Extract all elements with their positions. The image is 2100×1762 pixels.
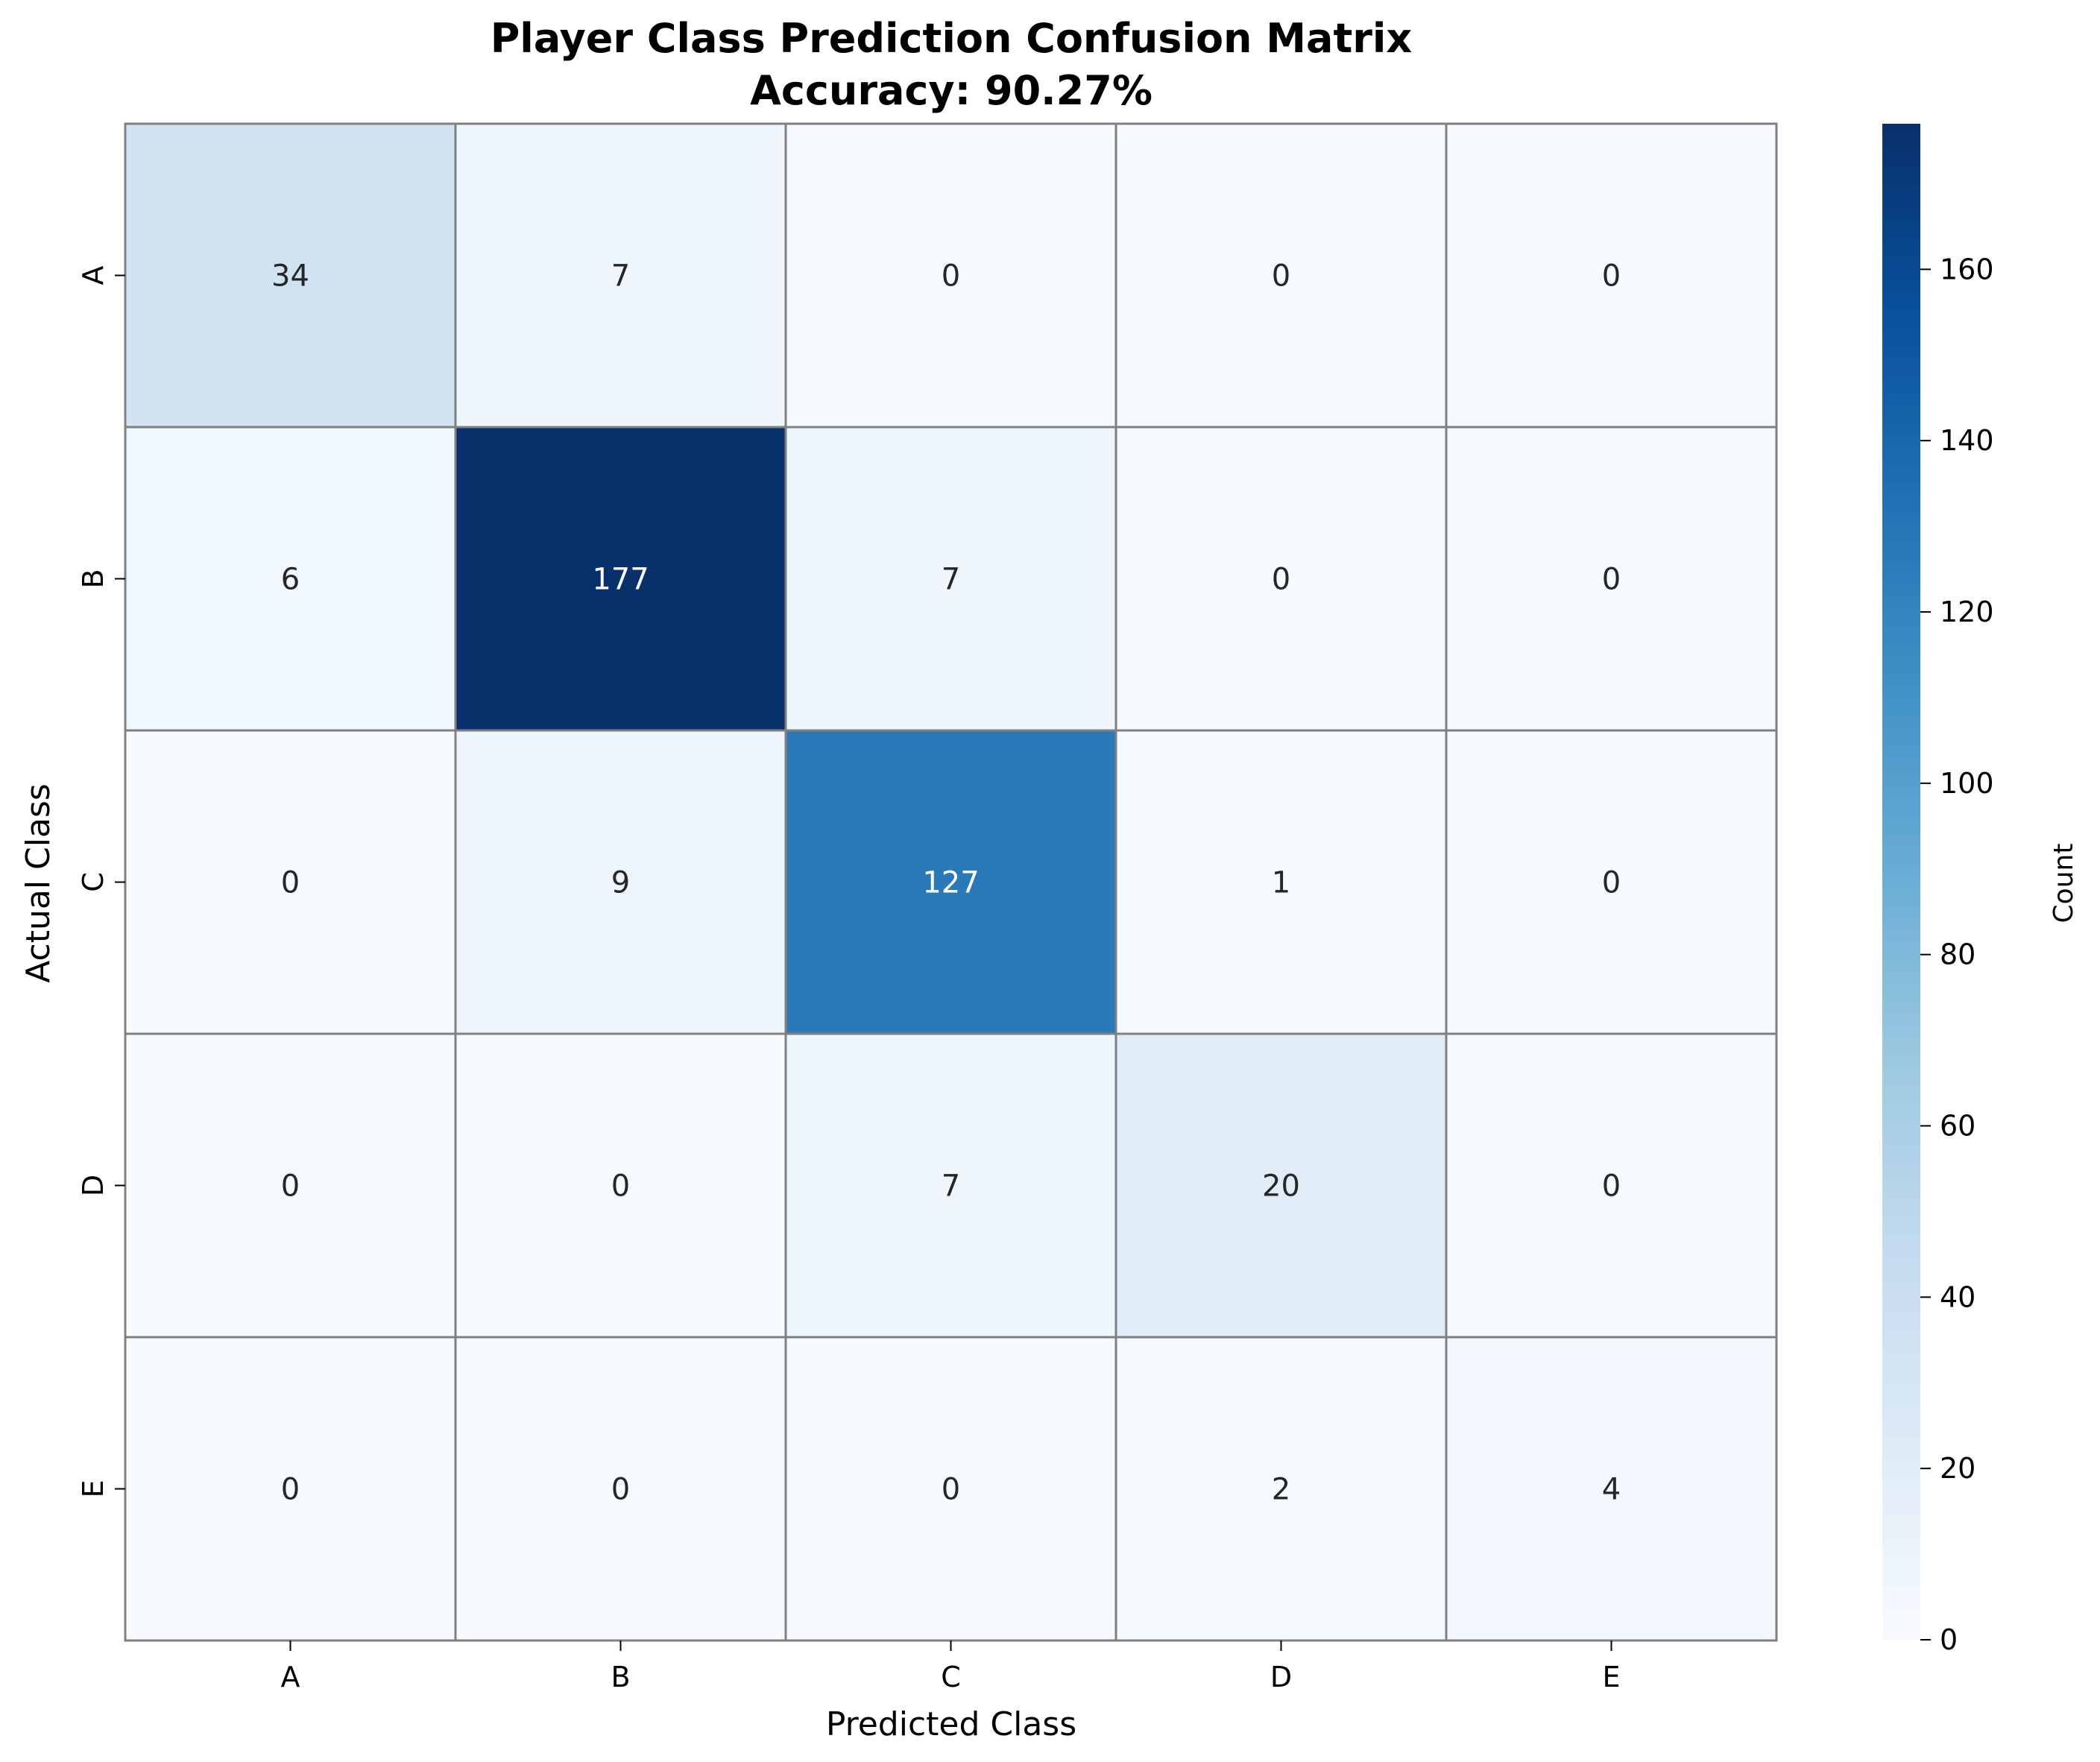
cell-value-label: 177 (592, 563, 649, 597)
heatmap-cell (124, 426, 457, 732)
heatmap-cell (1445, 426, 1778, 732)
cell-value-label: 0 (942, 1473, 960, 1507)
cell-value-label: 0 (1602, 866, 1621, 900)
cell-value-label: 0 (942, 259, 960, 294)
y-tick-label: D (77, 1175, 110, 1196)
heatmap-cell (1445, 729, 1778, 1035)
colorbar-tick-label: 80 (1940, 938, 1976, 971)
heatmap-cell (784, 1032, 1117, 1339)
cell-value-label: 4 (1602, 1473, 1621, 1507)
heatmap-cells: 34 7 0 0 0 6 177 7 0 0 0 9 127 1 0 0 0 7 20 0 0 0 0 2 4 (124, 122, 1778, 1642)
heatmap-cell (454, 729, 787, 1035)
x-tick-label: B (611, 1661, 630, 1693)
y-tick-label: A (77, 266, 110, 285)
y-tick-label: C (77, 872, 110, 892)
cell-value-label: 0 (281, 1169, 300, 1204)
colorbar-tick-label: 20 (1940, 1452, 1976, 1485)
y-axis-label: Actual Class (19, 783, 57, 983)
heatmap-cell (1445, 122, 1778, 429)
cell-value-label: 20 (1262, 1169, 1300, 1204)
heatmap-cell (1445, 1336, 1778, 1642)
heatmap-cell (1114, 122, 1448, 429)
colorbar-tick-label: 60 (1940, 1110, 1976, 1143)
cell-value-label: 34 (271, 259, 309, 294)
heatmap-cell (124, 122, 457, 429)
heatmap-cell (1114, 729, 1448, 1035)
colorbar-tick-label: 160 (1940, 253, 1994, 285)
heatmap-cell (1114, 1032, 1448, 1339)
cell-value-label: 0 (611, 1473, 630, 1507)
chart-title-line1: Player Class Prediction Confusion Matrix (491, 15, 1413, 62)
colorbar-tick-label: 40 (1940, 1281, 1976, 1313)
heatmap-cell (454, 1032, 787, 1339)
y-tick-label: E (77, 1480, 110, 1497)
heatmap-cell (454, 1336, 787, 1642)
cell-value-label: 0 (1602, 259, 1621, 294)
cell-value-label: 0 (1272, 563, 1290, 597)
cell-value-label: 0 (1272, 259, 1290, 294)
cell-value-label: 7 (942, 1169, 960, 1204)
colorbar-tick-label: 140 (1940, 424, 1994, 457)
colorbar-ticks: 0 20 40 60 80 100 120 140 160 (1920, 253, 1994, 1656)
x-tick-label: C (941, 1661, 961, 1693)
heatmap-cell (784, 122, 1117, 429)
cell-value-label: 0 (281, 1473, 300, 1507)
cell-value-label: 1 (1272, 866, 1290, 900)
cell-value-label: 0 (611, 1169, 630, 1204)
cell-value-label: 7 (611, 259, 630, 294)
cell-value-label: 0 (281, 866, 300, 900)
x-tick-label: D (1270, 1661, 1292, 1693)
x-axis-label: Predicted Class (826, 1705, 1076, 1743)
x-tick-label: E (1602, 1661, 1620, 1693)
heatmap-cell (1445, 1032, 1778, 1339)
cell-value-label: 0 (1602, 1169, 1621, 1204)
y-axis-ticks: A B C D E (77, 266, 125, 1498)
heatmap-cell (454, 122, 787, 429)
heatmap-cell (784, 1336, 1117, 1642)
colorbar-tick-label: 0 (1940, 1623, 1958, 1656)
y-tick-label: B (77, 569, 110, 588)
heatmap-cell (784, 426, 1117, 732)
chart-title-line2: Accuracy: 90.27% (750, 67, 1153, 114)
heatmap-cell (124, 1336, 457, 1642)
cell-value-label: 127 (922, 866, 979, 900)
cell-value-label: 7 (942, 563, 960, 597)
colorbar-label: Count (2049, 844, 2079, 923)
colorbar (1882, 124, 1920, 1640)
x-tick-label: A (281, 1661, 300, 1693)
cell-value-label: 6 (281, 563, 300, 597)
heatmap-cell (784, 729, 1117, 1035)
cell-value-label: 2 (1272, 1473, 1290, 1507)
x-axis-ticks: A B C D E (281, 1641, 1621, 1693)
cell-value-label: 0 (1602, 563, 1621, 597)
cell-value-label: 9 (611, 866, 630, 900)
colorbar-tick-label: 120 (1940, 596, 1994, 628)
colorbar-tick-label: 100 (1940, 767, 1994, 800)
